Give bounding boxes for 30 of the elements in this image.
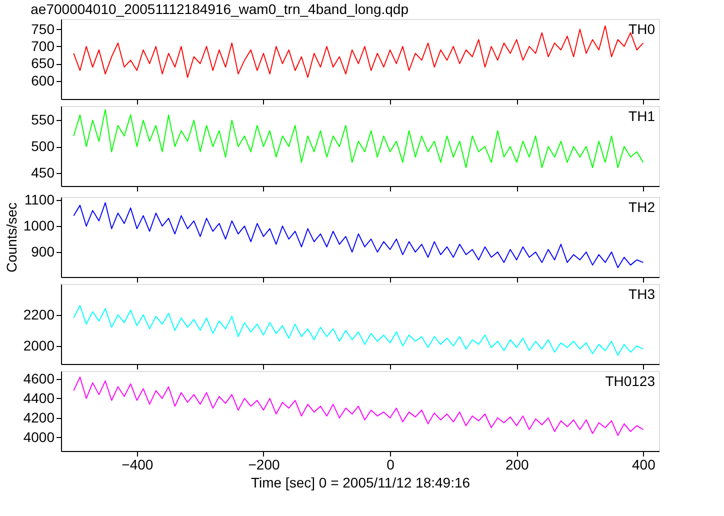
y-tick-label: 700 <box>31 38 55 54</box>
x-axis-title: Time [sec] 0 = 2005/11/12 18:49:16 <box>250 474 470 490</box>
y-axis-title: Counts/sec <box>3 202 20 273</box>
annotation: TH1 <box>628 108 656 124</box>
y-tick-label: 1000 <box>23 218 55 234</box>
y-tick-label: 4600 <box>23 370 55 386</box>
y-tick-label: 2200 <box>23 306 55 322</box>
y-tick-label: 4000 <box>23 428 55 445</box>
y-tick-label: 1100 <box>24 192 55 208</box>
y-tick-label: 750 <box>31 20 55 37</box>
y-tick-label: 450 <box>31 164 55 180</box>
y-tick-label: 2000 <box>23 337 55 354</box>
x-tick-label: 200 <box>505 456 530 472</box>
annotation: TH3 <box>628 286 656 302</box>
y-tick-label: 500 <box>31 138 55 154</box>
line-series <box>73 304 644 356</box>
x-tick-label: 0 <box>386 456 395 472</box>
y-tick-label: 4400 <box>23 390 55 406</box>
annotation: TH0 <box>628 21 656 37</box>
annotation: TH2 <box>628 199 656 215</box>
chart-title: ae700004010_20051112184916_wam0_trn_4band_long.qdp <box>30 1 409 17</box>
annotation: TH0123 <box>605 373 656 389</box>
y-tick-label: 550 <box>31 112 55 128</box>
y-tick-label: 650 <box>31 55 55 72</box>
y-tick-label: 4200 <box>23 409 55 426</box>
x-tick-label: −200 <box>248 456 280 472</box>
x-tick-label: 400 <box>632 456 656 472</box>
y-tick-label: 600 <box>31 72 55 88</box>
y-tick-label: 900 <box>31 244 55 260</box>
x-tick-label: −400 <box>122 456 154 472</box>
